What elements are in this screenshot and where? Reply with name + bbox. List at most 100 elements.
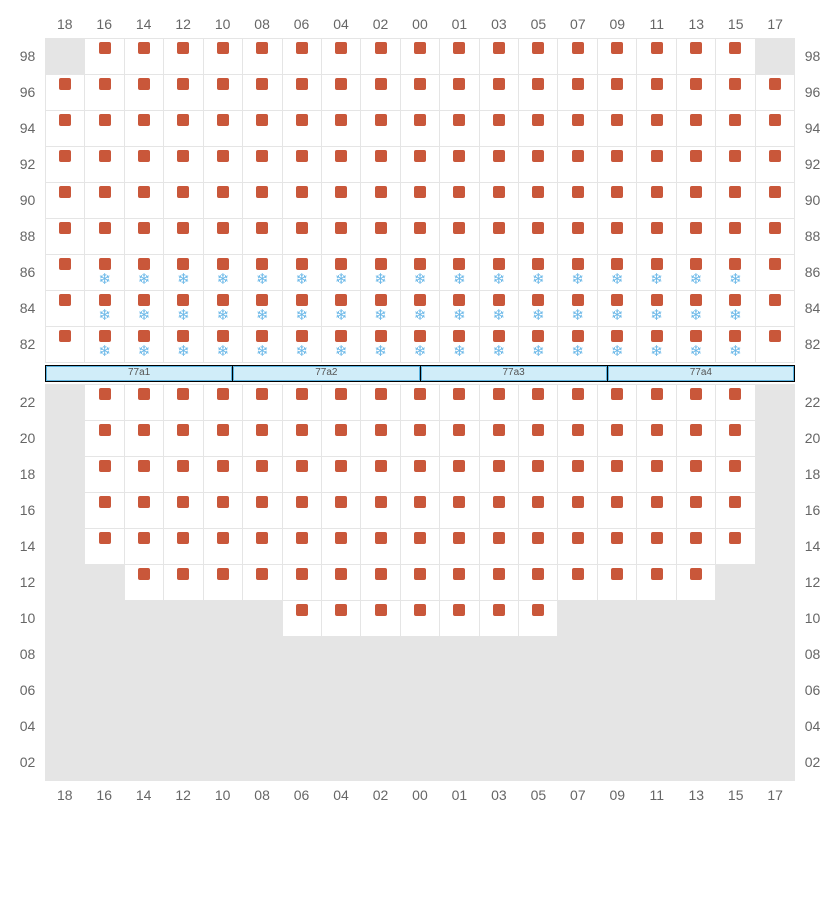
- seat-cell[interactable]: [519, 111, 558, 147]
- seat-cell[interactable]: [361, 111, 400, 147]
- seat-cell[interactable]: [756, 183, 795, 219]
- seat-cell[interactable]: [243, 39, 282, 75]
- seat-cell[interactable]: [361, 457, 400, 493]
- seat-cell[interactable]: [361, 219, 400, 255]
- seat-cell[interactable]: ❄: [283, 291, 322, 327]
- seat-cell[interactable]: [322, 529, 361, 565]
- seat-cell[interactable]: [361, 75, 400, 111]
- seat-cell[interactable]: ❄: [637, 327, 676, 363]
- seat-cell[interactable]: [85, 111, 124, 147]
- seat-cell[interactable]: [85, 39, 124, 75]
- seat-cell[interactable]: [598, 385, 637, 421]
- seat-cell[interactable]: [322, 421, 361, 457]
- seat-cell[interactable]: [322, 457, 361, 493]
- seat-cell[interactable]: ❄: [677, 255, 716, 291]
- seat-cell[interactable]: [677, 183, 716, 219]
- seat-cell[interactable]: ❄: [283, 255, 322, 291]
- seat-cell[interactable]: [756, 147, 795, 183]
- seat-cell[interactable]: [283, 493, 322, 529]
- seat-cell[interactable]: [677, 457, 716, 493]
- seat-cell[interactable]: [558, 147, 597, 183]
- seat-cell[interactable]: [361, 183, 400, 219]
- seat-cell[interactable]: [125, 421, 164, 457]
- seat-cell[interactable]: [519, 385, 558, 421]
- seat-cell[interactable]: [558, 183, 597, 219]
- seat-cell[interactable]: [322, 183, 361, 219]
- seat-cell[interactable]: [401, 529, 440, 565]
- seat-cell[interactable]: ❄: [480, 255, 519, 291]
- seat-cell[interactable]: [125, 385, 164, 421]
- seat-cell[interactable]: [716, 493, 755, 529]
- seat-cell[interactable]: [361, 529, 400, 565]
- seat-cell[interactable]: ❄: [716, 327, 755, 363]
- seat-cell[interactable]: [283, 601, 322, 637]
- seat-cell[interactable]: ❄: [204, 327, 243, 363]
- seat-cell[interactable]: [204, 39, 243, 75]
- seat-cell[interactable]: [361, 147, 400, 183]
- seat-cell[interactable]: [598, 565, 637, 601]
- seat-cell[interactable]: [322, 385, 361, 421]
- seat-cell[interactable]: [125, 39, 164, 75]
- seat-cell[interactable]: ❄: [125, 291, 164, 327]
- seat-cell[interactable]: [480, 183, 519, 219]
- seat-cell[interactable]: ❄: [322, 291, 361, 327]
- seat-cell[interactable]: [125, 493, 164, 529]
- seat-cell[interactable]: [125, 219, 164, 255]
- seat-cell[interactable]: [401, 39, 440, 75]
- seat-cell[interactable]: [283, 529, 322, 565]
- seat-cell[interactable]: ❄: [519, 327, 558, 363]
- seat-cell[interactable]: [243, 457, 282, 493]
- seat-cell[interactable]: [361, 39, 400, 75]
- seat-cell[interactable]: [480, 421, 519, 457]
- seat-cell[interactable]: [677, 565, 716, 601]
- seat-cell[interactable]: [322, 111, 361, 147]
- seat-cell[interactable]: ❄: [361, 327, 400, 363]
- seat-cell[interactable]: [46, 255, 85, 291]
- seat-cell[interactable]: [401, 111, 440, 147]
- seat-cell[interactable]: [85, 493, 124, 529]
- seat-cell[interactable]: [164, 75, 203, 111]
- seat-cell[interactable]: ❄: [598, 255, 637, 291]
- seat-cell[interactable]: [558, 565, 597, 601]
- seat-cell[interactable]: [480, 385, 519, 421]
- seat-cell[interactable]: [204, 75, 243, 111]
- seat-cell[interactable]: [558, 39, 597, 75]
- seat-cell[interactable]: [558, 421, 597, 457]
- seat-cell[interactable]: ❄: [243, 327, 282, 363]
- seat-cell[interactable]: [46, 219, 85, 255]
- seat-cell[interactable]: [440, 529, 479, 565]
- seat-cell[interactable]: [519, 219, 558, 255]
- seat-cell[interactable]: ❄: [598, 291, 637, 327]
- seat-cell[interactable]: [85, 529, 124, 565]
- seat-cell[interactable]: ❄: [558, 291, 597, 327]
- seat-cell[interactable]: [440, 147, 479, 183]
- seat-cell[interactable]: [756, 219, 795, 255]
- seat-cell[interactable]: [637, 421, 676, 457]
- seat-cell[interactable]: ❄: [677, 291, 716, 327]
- seat-cell[interactable]: ❄: [125, 327, 164, 363]
- seat-cell[interactable]: [125, 147, 164, 183]
- seat-cell[interactable]: [480, 601, 519, 637]
- seat-cell[interactable]: [243, 75, 282, 111]
- seat-cell[interactable]: [164, 493, 203, 529]
- seat-cell[interactable]: [716, 457, 755, 493]
- seat-cell[interactable]: ❄: [558, 255, 597, 291]
- seat-cell[interactable]: [322, 147, 361, 183]
- seat-cell[interactable]: [480, 111, 519, 147]
- seat-cell[interactable]: [243, 385, 282, 421]
- seat-cell[interactable]: [440, 565, 479, 601]
- seat-cell[interactable]: [598, 421, 637, 457]
- seat-cell[interactable]: [164, 111, 203, 147]
- seat-cell[interactable]: [243, 565, 282, 601]
- seat-cell[interactable]: [401, 457, 440, 493]
- seat-cell[interactable]: [480, 529, 519, 565]
- seat-cell[interactable]: [204, 183, 243, 219]
- seat-cell[interactable]: [756, 327, 795, 363]
- seat-cell[interactable]: [519, 457, 558, 493]
- seat-cell[interactable]: [164, 183, 203, 219]
- seat-cell[interactable]: [85, 219, 124, 255]
- seat-cell[interactable]: [85, 421, 124, 457]
- seat-cell[interactable]: [519, 75, 558, 111]
- seat-cell[interactable]: [598, 111, 637, 147]
- seat-cell[interactable]: [677, 147, 716, 183]
